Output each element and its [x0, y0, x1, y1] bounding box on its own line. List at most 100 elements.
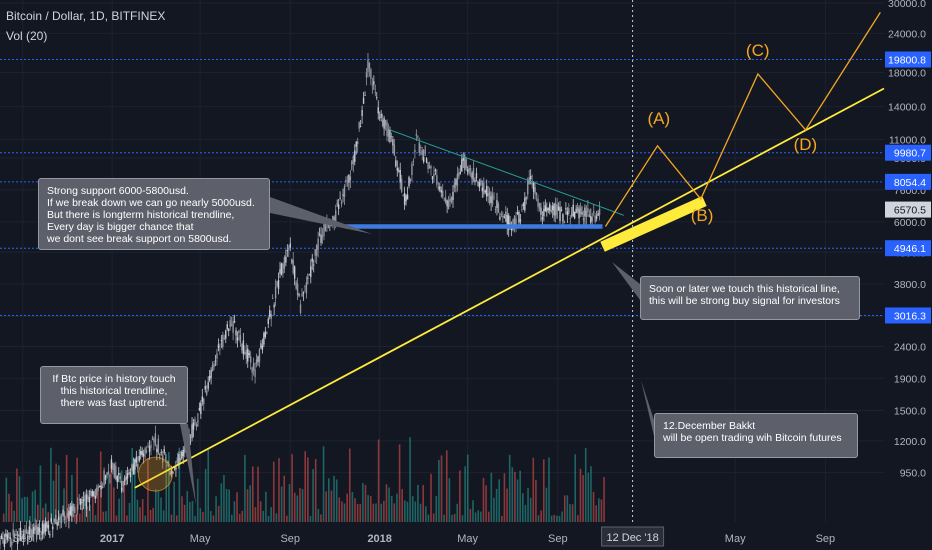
candle-body — [411, 163, 413, 176]
candle-body — [477, 180, 479, 186]
last-price-box — [885, 201, 931, 218]
volume-bar — [113, 487, 115, 522]
candle-body — [269, 310, 271, 317]
volume-bar — [540, 510, 542, 522]
volume-bar — [390, 495, 393, 522]
candle-body — [315, 245, 318, 256]
volume-bar — [278, 458, 280, 522]
candle-body — [298, 294, 300, 296]
volume-bar — [275, 513, 278, 522]
volume-bar — [542, 459, 545, 522]
candle-body — [138, 456, 140, 461]
candle-body — [420, 147, 422, 148]
volume-bar — [189, 502, 191, 522]
volume-bar — [144, 515, 147, 522]
volume-bar — [50, 447, 52, 522]
candle-body — [444, 197, 447, 203]
candle-body — [194, 419, 196, 424]
candle-body — [431, 176, 434, 180]
volume-bar — [335, 479, 338, 522]
candle-body — [447, 200, 450, 210]
candle-body — [389, 130, 391, 142]
candle-body — [257, 356, 259, 362]
volume-bar — [409, 437, 411, 522]
candle-body — [456, 173, 459, 186]
candle-body — [594, 215, 596, 222]
candle-body — [497, 203, 500, 213]
volume-bar — [244, 454, 246, 522]
candle-body — [494, 209, 497, 210]
candle-body — [103, 470, 105, 486]
candle-body — [289, 243, 291, 248]
candle-body — [590, 215, 592, 223]
volume-bar — [456, 503, 459, 522]
candle-body — [285, 256, 287, 263]
volume-bar — [320, 514, 322, 522]
candle-body — [33, 527, 35, 534]
candle-body — [286, 250, 289, 251]
volume-bar — [23, 496, 26, 522]
volume-bar — [225, 488, 228, 522]
volume-bar — [154, 489, 157, 522]
volume-bar — [44, 503, 47, 522]
candle-body — [400, 179, 403, 192]
candle-body — [529, 175, 532, 180]
volume-bar — [453, 513, 456, 522]
candle-body — [248, 353, 250, 356]
x-tick-label: Sep — [816, 533, 836, 545]
volume-bar — [477, 510, 480, 522]
volume-bar — [29, 515, 31, 522]
candle-body — [302, 292, 305, 294]
volume-bar — [519, 470, 521, 522]
volume-bar — [199, 508, 202, 522]
volume-bar — [202, 512, 204, 522]
volume-bar — [165, 454, 168, 522]
volume-bar — [47, 512, 50, 522]
candle-body — [56, 522, 58, 526]
candle-body — [261, 345, 264, 350]
volume-bar — [367, 495, 369, 522]
candle-body — [588, 214, 591, 218]
symbol-title[interactable]: Bitcoin / Dollar, 1D, BITFINEX — [6, 9, 166, 23]
volume-bar — [529, 497, 532, 522]
candle-body — [271, 298, 274, 300]
volume-bar — [435, 495, 438, 522]
candle-body — [465, 159, 467, 169]
candle-body — [154, 433, 157, 445]
triangle-line — [389, 129, 624, 216]
candle-body — [559, 207, 561, 221]
volume-bar — [427, 514, 430, 522]
candle-body — [296, 283, 299, 296]
volume-bar — [487, 511, 490, 522]
candle-body — [549, 204, 551, 211]
wave-label: (A) — [648, 109, 671, 128]
volume-indicator-label[interactable]: Vol (20) — [6, 29, 48, 43]
candle-body — [216, 353, 218, 359]
candle-body — [164, 457, 167, 459]
candle-body — [352, 156, 355, 165]
candle-body — [129, 472, 132, 478]
volume-bar — [283, 475, 286, 522]
candle-body — [519, 219, 522, 222]
candle-body — [409, 178, 412, 182]
candle-body — [112, 462, 114, 470]
candle-body — [440, 190, 442, 193]
volume-bar — [34, 489, 36, 522]
volume-bar — [377, 439, 380, 522]
volume-bar — [210, 510, 212, 522]
candle-body — [418, 142, 420, 153]
volume-bar — [516, 479, 519, 522]
candle-body — [544, 205, 547, 211]
candle-body — [508, 215, 510, 230]
candle-body — [274, 286, 277, 299]
vertical-marker-label-box — [601, 526, 665, 547]
volume-bar — [280, 486, 283, 522]
volume-bar — [78, 513, 81, 522]
candle-body — [390, 135, 393, 138]
candle-body — [142, 453, 145, 457]
volume-bar — [223, 475, 225, 522]
volume-bar — [351, 492, 354, 522]
candle-body — [421, 149, 423, 156]
volume-bar — [338, 497, 341, 522]
